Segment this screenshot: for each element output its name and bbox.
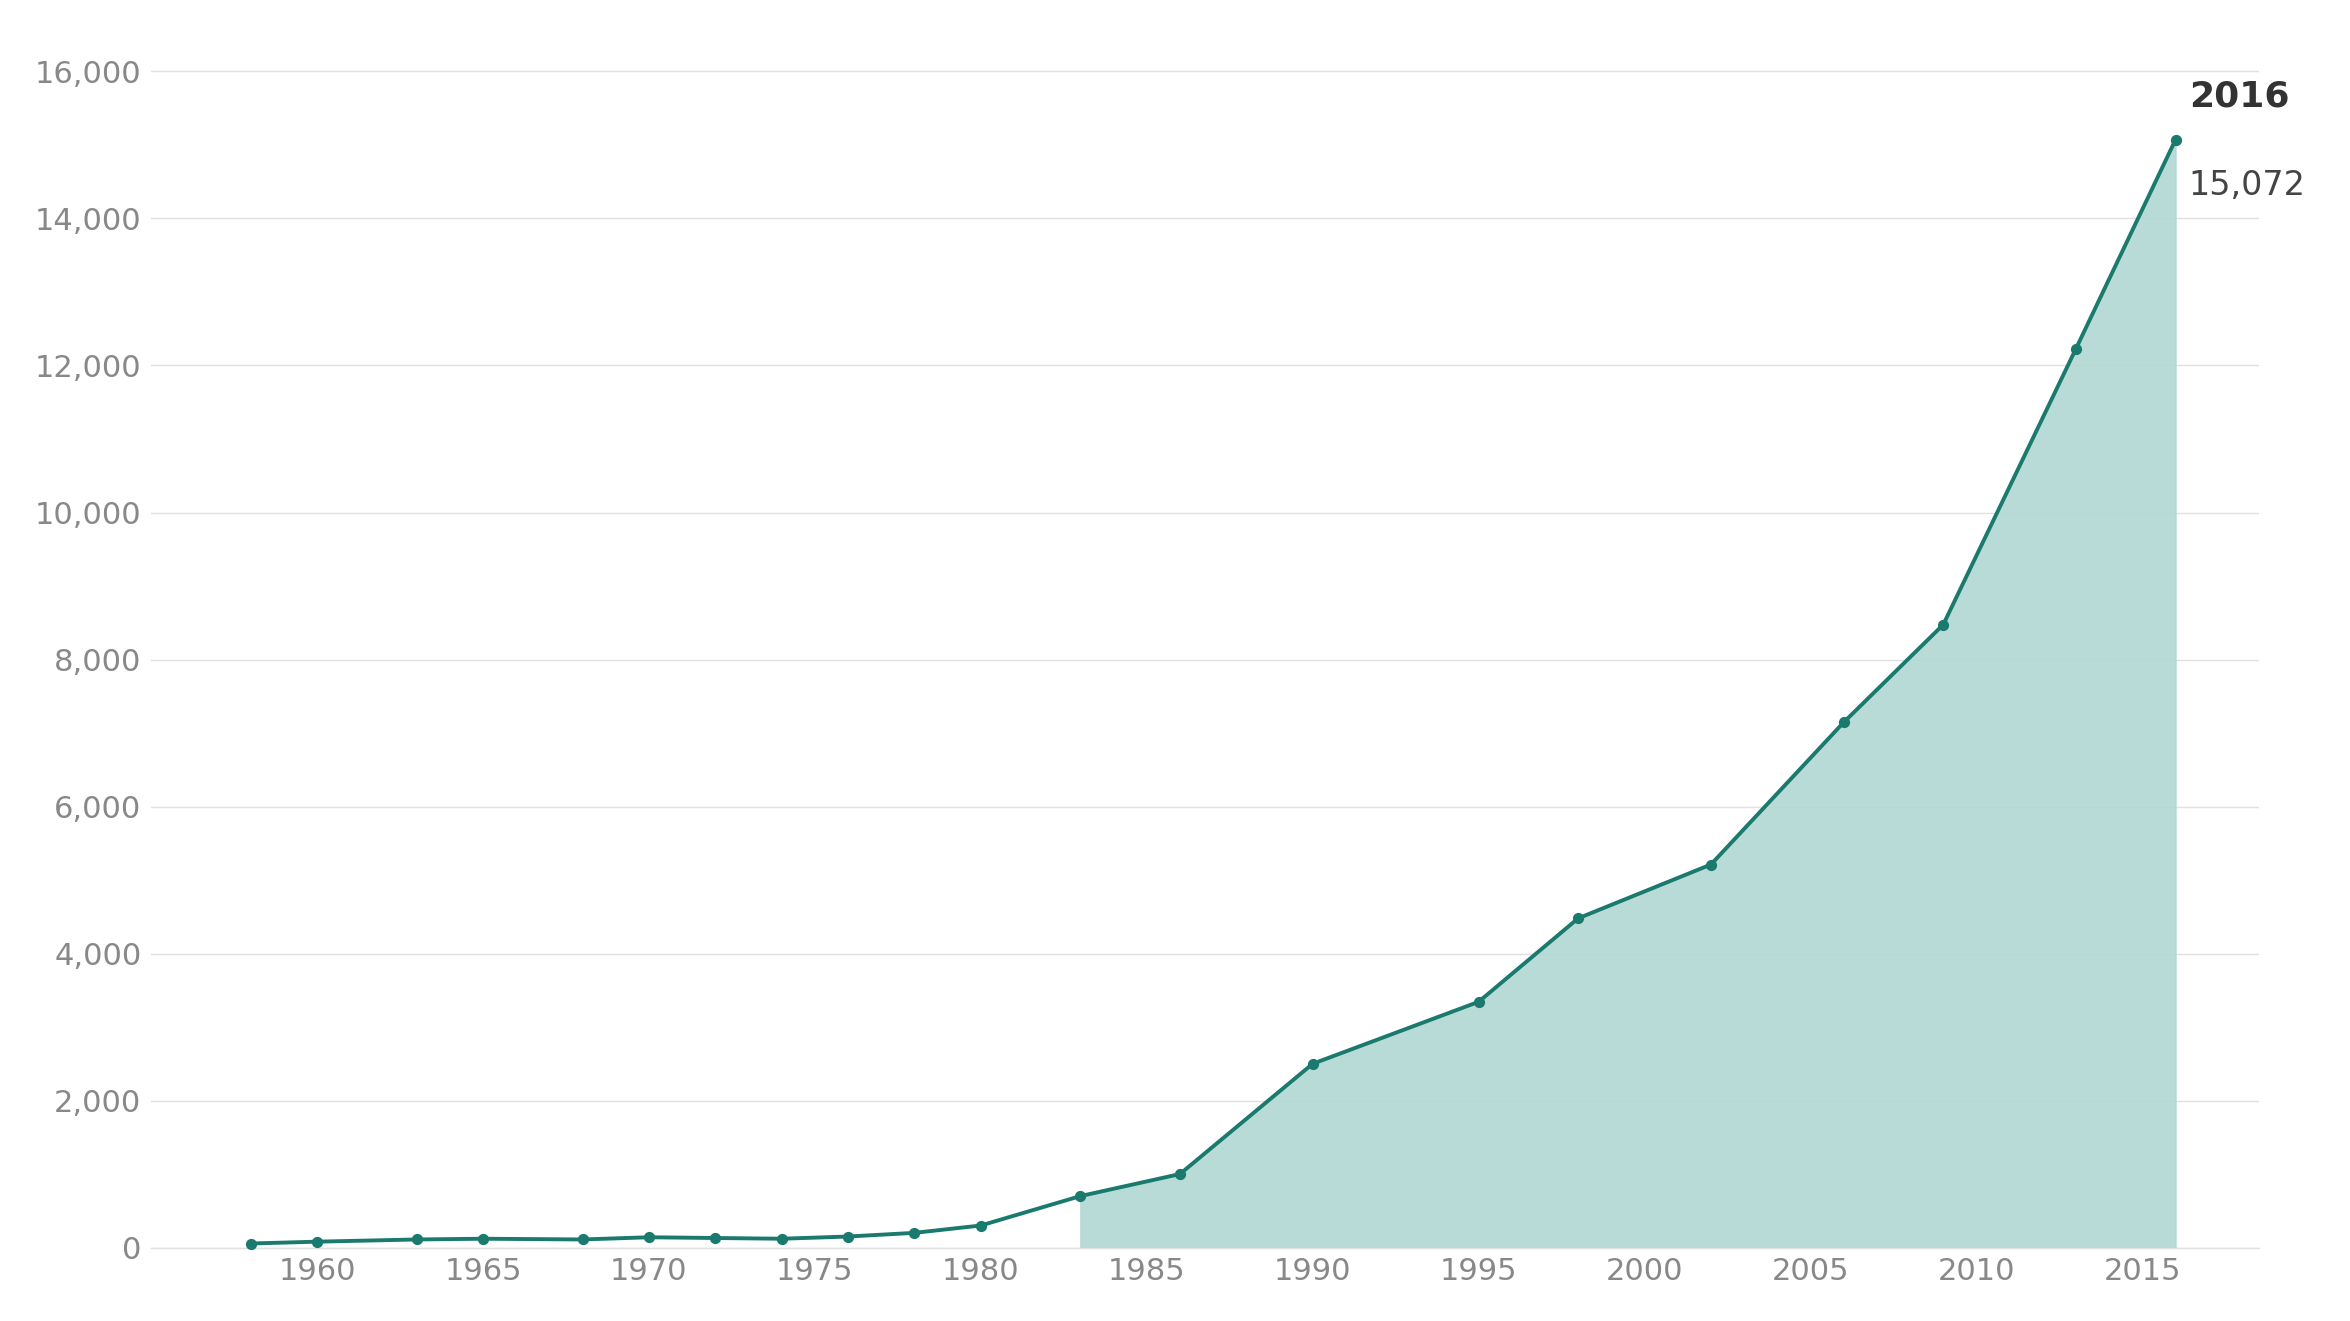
Point	[2157, 129, 2195, 151]
Text: 15,072: 15,072	[2188, 169, 2305, 202]
Point	[895, 1222, 933, 1243]
Point	[764, 1229, 801, 1250]
Point	[1692, 853, 1730, 875]
Point	[397, 1229, 435, 1250]
Text: 2016: 2016	[2188, 81, 2289, 114]
Point	[1826, 712, 1864, 733]
Point	[1560, 908, 1598, 929]
Point	[465, 1229, 503, 1250]
Point	[961, 1215, 999, 1236]
Point	[298, 1231, 336, 1252]
Point	[696, 1227, 733, 1248]
Point	[233, 1232, 270, 1254]
Point	[564, 1229, 602, 1250]
Point	[1161, 1164, 1199, 1185]
Point	[830, 1226, 867, 1247]
Point	[630, 1227, 667, 1248]
Point	[2056, 338, 2094, 359]
Point	[1062, 1185, 1100, 1206]
Point	[1459, 991, 1497, 1012]
Point	[1295, 1053, 1332, 1074]
Point	[1925, 614, 1962, 635]
